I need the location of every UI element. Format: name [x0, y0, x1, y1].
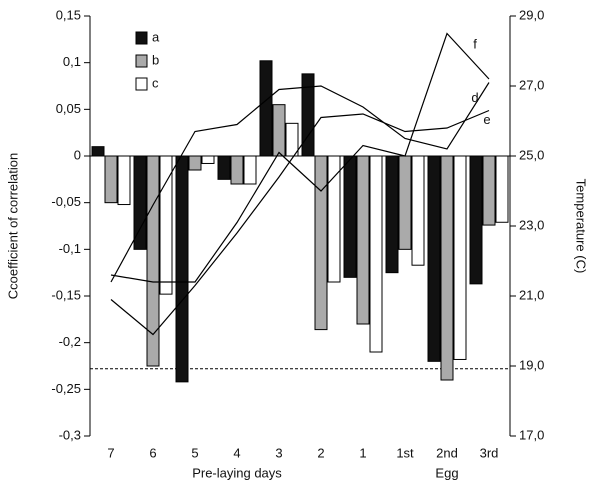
- bar: [146, 155, 160, 367]
- y-tick-label: 0,05: [56, 101, 81, 116]
- x-tick-label: 3rd: [480, 445, 499, 460]
- y-tick-label: -0,1: [59, 241, 81, 256]
- bar: [217, 155, 231, 180]
- x-tick-label: 2nd: [436, 445, 458, 460]
- bar: [356, 155, 370, 325]
- bar: [398, 155, 412, 250]
- group-label: Pre-laying days: [192, 465, 282, 480]
- group-label: Egg: [435, 465, 458, 480]
- y2-tick-label: 25,0: [519, 147, 544, 162]
- bar: [91, 146, 105, 157]
- y-axis-title: Ccoefficient of correlation: [5, 153, 20, 299]
- y-tick-label: 0: [74, 147, 81, 162]
- bar: [469, 155, 483, 285]
- bar: [175, 155, 189, 383]
- y-tick-label: -0,15: [51, 287, 81, 302]
- bar: [453, 155, 467, 360]
- bar: [327, 155, 341, 283]
- bar: [411, 155, 425, 266]
- bar: [440, 155, 454, 381]
- x-tick-label: 5: [191, 445, 198, 460]
- bar: [385, 155, 399, 274]
- line-series: [110, 109, 490, 336]
- bar: [104, 155, 118, 204]
- line-label: d: [471, 90, 478, 105]
- y2-tick-label: 17,0: [519, 427, 544, 442]
- bar: [243, 155, 257, 185]
- bar: [201, 155, 215, 164]
- x-tick-label: 1: [359, 445, 366, 460]
- bar: [259, 60, 273, 157]
- legend-swatch: [135, 31, 148, 45]
- legend-swatch: [135, 54, 148, 68]
- bar: [343, 155, 357, 278]
- bar: [427, 155, 441, 362]
- bar: [314, 155, 328, 331]
- line-series: [110, 32, 490, 283]
- bar: [272, 104, 286, 157]
- line-label: e: [483, 112, 490, 127]
- bar: [285, 122, 299, 157]
- bar: [482, 155, 496, 226]
- y2-tick-label: 27,0: [519, 77, 544, 92]
- y-tick-label: 0,15: [56, 7, 81, 22]
- y-tick-label: -0,3: [59, 427, 81, 442]
- bar: [188, 155, 202, 171]
- x-tick-label: 3: [275, 445, 282, 460]
- legend-label: b: [152, 52, 159, 67]
- legend-label: a: [152, 29, 160, 44]
- bar: [369, 155, 383, 353]
- y2-tick-label: 29,0: [519, 7, 544, 22]
- x-tick-label: 2: [317, 445, 324, 460]
- y-tick-label: 0,1: [63, 54, 81, 69]
- bar: [301, 73, 315, 157]
- bar: [117, 155, 131, 206]
- y2-tick-label: 21,0: [519, 287, 544, 302]
- line-label: f: [473, 36, 477, 51]
- x-tick-label: 1st: [396, 445, 414, 460]
- x-tick-label: 6: [149, 445, 156, 460]
- y2-tick-label: 19,0: [519, 357, 544, 372]
- bar: [133, 155, 147, 250]
- bar: [495, 155, 509, 223]
- y-tick-label: -0,25: [51, 381, 81, 396]
- y-tick-label: -0,2: [59, 334, 81, 349]
- bar: [230, 155, 244, 185]
- y2-tick-label: 23,0: [519, 217, 544, 232]
- line-series: [110, 82, 490, 283]
- x-tick-label: 7: [107, 445, 114, 460]
- bar: [159, 155, 173, 295]
- y-tick-label: -0,05: [51, 194, 81, 209]
- legend-swatch: [135, 77, 148, 91]
- legend-label: c: [152, 75, 159, 90]
- y2-axis-title: Temperature (C): [574, 179, 589, 274]
- x-tick-label: 4: [233, 445, 240, 460]
